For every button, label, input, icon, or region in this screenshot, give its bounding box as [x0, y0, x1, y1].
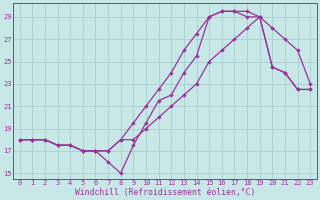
X-axis label: Windchill (Refroidissement éolien,°C): Windchill (Refroidissement éolien,°C) — [75, 188, 255, 197]
